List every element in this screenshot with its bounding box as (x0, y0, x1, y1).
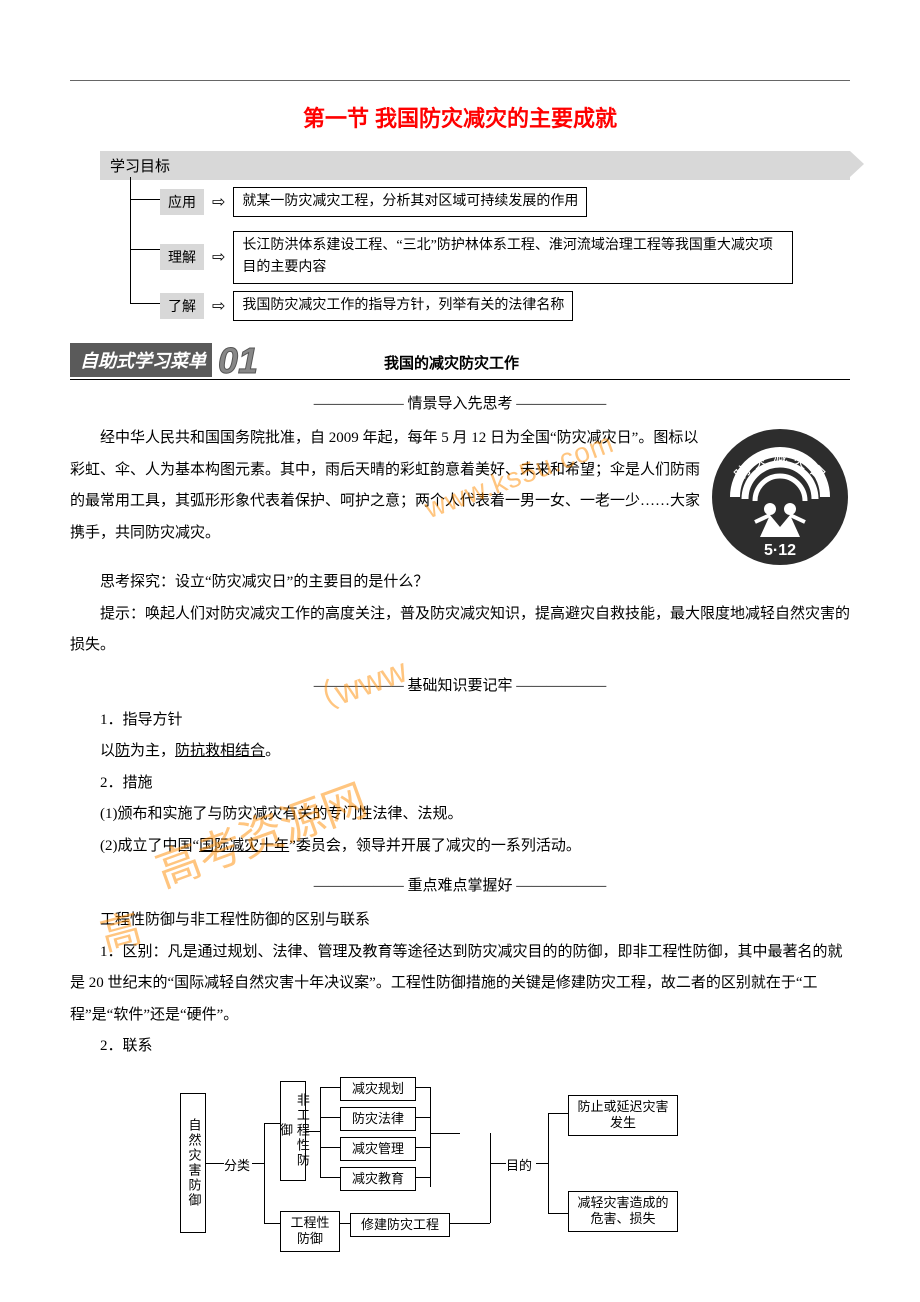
goal-root: 学习目标 (100, 151, 850, 180)
point-2-item-2: (2)成立了中国“国际减灾十年”委员会，领导并开展了减灾的一系列活动。 (70, 831, 850, 863)
flow-leaf: 减灾教育 (340, 1167, 416, 1192)
tree-line (130, 199, 160, 200)
flow-branch-eng: 工程性防御 (280, 1211, 340, 1253)
tree-line (130, 177, 131, 303)
goal-row-application: 应用 ⇨ 就某一防灾减灾工程，分析其对区域可持续发展的作用 (160, 187, 587, 217)
flow-line (548, 1213, 568, 1214)
top-rule (70, 80, 850, 81)
flow-leaf: 减灾规划 (340, 1077, 416, 1102)
flow-line (548, 1113, 549, 1213)
flow-branch-non-eng: 非工程性防御 (280, 1081, 306, 1181)
goal-row-understand: 理解 ⇨ 长江防洪体系建设工程、“三北”防护林体系工程、淮河流域治理工程等我国重… (160, 231, 793, 284)
defence-classification-flowchart: 自然灾害防御 分类 非工程性防御 工程性防御 减灾规划 防灾法律 减灾管理 减灾… (180, 1073, 740, 1263)
page-title: 第一节 我国防灾减灾的主要成就 (70, 101, 850, 133)
flow-line (320, 1087, 321, 1177)
flow-line (320, 1087, 340, 1088)
flow-line (416, 1117, 430, 1118)
question-answer: 提示：唤起人们对防灾减灾工作的高度关注，普及防灾减灾知识，提高避灾自救技能，最大… (70, 599, 850, 662)
goal-row-know: 了解 ⇨ 我国防灾减灾工作的指导方针，列举有关的法律名称 (160, 291, 573, 321)
flow-line (264, 1123, 265, 1223)
text: ”委员会，领导并开展了减灾的一系列活动。 (289, 838, 581, 854)
flow-line (548, 1113, 568, 1114)
disaster-prevention-day-logo: 防 灾 减 灾 日 5·12 (710, 427, 850, 567)
flow-line (252, 1163, 264, 1164)
question-prompt: 思考探究：设立“防灾减灾日”的主要目的是什么？ (70, 567, 850, 599)
keypoint-relation-head: 2．联系 (70, 1031, 850, 1063)
flow-leaf: 防灾法律 (340, 1107, 416, 1132)
intro-block: 防 灾 减 灾 日 5·12 经中华人民共和国国务院批准，自 2009 年起，每… (70, 423, 850, 567)
flow-line (450, 1223, 490, 1224)
flow-line (320, 1117, 340, 1118)
flow-line (536, 1163, 548, 1164)
flow-line (264, 1223, 280, 1224)
flow-line (416, 1087, 430, 1088)
flow-out-1: 防止或延迟灾害发生 (568, 1095, 678, 1137)
point-2-item-1: (1)颁布和实施了与防灾减灾有关的专门性法律、法规。 (70, 799, 850, 831)
flow-line (320, 1147, 340, 1148)
banner-subtitle: 我国的减灾防灾工作 (384, 352, 519, 377)
arrow-icon: ⇨ (212, 192, 225, 212)
keypoint-title: 工程性防御与非工程性防御的区别与联系 (70, 905, 850, 937)
text: 以 (100, 743, 115, 759)
goal-text: 长江防洪体系建设工程、“三北”防护林体系工程、淮河流域治理工程等我国重大减灾项目… (233, 231, 793, 284)
text: (2)成立了中国“ (100, 838, 199, 854)
learning-goals-diagram: 学习目标 应用 ⇨ 就某一防灾减灾工程，分析其对区域可持续发展的作用 理解 ⇨ … (100, 151, 850, 331)
flow-line (490, 1133, 491, 1223)
goal-text: 我国防灾减灾工作的指导方针，列举有关的法律名称 (233, 291, 573, 321)
point-1-body: 以防为主，防抗救相结合。 (70, 736, 850, 768)
underlined-text: 防抗救相结合 (175, 743, 265, 759)
flow-line (206, 1163, 224, 1164)
goal-tag: 理解 (160, 244, 204, 270)
flow-out-2: 减轻灾害造成的危害、损失 (568, 1191, 678, 1233)
flow-label-split: 分类 (224, 1155, 250, 1174)
flow-line (416, 1147, 430, 1148)
section-banner: 自助式学习菜单 01 我国的减灾防灾工作 (70, 343, 850, 380)
subsection-heading-scenario: —————— 情景导入先思考 —————— (70, 392, 850, 413)
flow-line (490, 1163, 506, 1164)
goal-tag: 了解 (160, 293, 204, 319)
arrow-icon: ⇨ (212, 247, 225, 267)
goal-tag: 应用 (160, 189, 204, 215)
flow-line (320, 1177, 340, 1178)
subsection-heading-keypoints: —————— 重点难点掌握好 —————— (70, 874, 850, 895)
text: 。 (265, 743, 280, 759)
subsection-heading-basics: —————— 基础知识要记牢 —————— (70, 674, 850, 695)
point-1-head: 1．指导方针 (70, 705, 850, 737)
underlined-text: 防 (115, 743, 130, 759)
flow-label-purpose: 目的 (506, 1155, 532, 1174)
flow-leaf: 减灾管理 (340, 1137, 416, 1162)
flow-line (430, 1133, 460, 1134)
underlined-text: 国际减灾十年 (199, 838, 289, 854)
flow-line (430, 1087, 431, 1187)
arrow-icon: ⇨ (212, 296, 225, 316)
banner-number: 01 (218, 345, 258, 377)
logo-date: 5·12 (764, 542, 796, 559)
tree-line (130, 249, 160, 250)
text: 为主， (130, 743, 175, 759)
flow-line (306, 1131, 320, 1132)
flow-line (340, 1223, 350, 1224)
keypoint-difference: 1．区别：凡是通过规划、法律、管理及教育等途径达到防灾减灾目的的防御，即非工程性… (70, 937, 850, 1032)
flow-root: 自然灾害防御 (180, 1093, 206, 1233)
banner-label: 自助式学习菜单 (70, 343, 212, 377)
flow-line (416, 1177, 430, 1178)
point-2-head: 2．措施 (70, 768, 850, 800)
flow-leaf-eng: 修建防灾工程 (350, 1213, 450, 1238)
goal-text: 就某一防灾减灾工程，分析其对区域可持续发展的作用 (233, 187, 587, 217)
tree-line (130, 303, 160, 304)
